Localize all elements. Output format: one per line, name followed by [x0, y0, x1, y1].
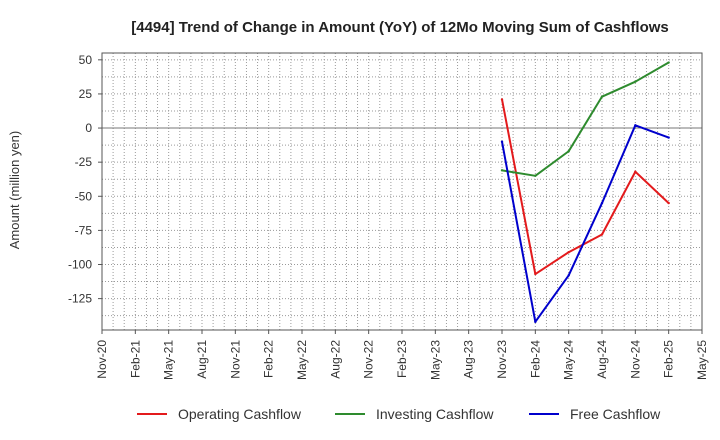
- legend-label-operating-cashflow: Operating Cashflow: [178, 406, 302, 422]
- investing-cashflow-point: [600, 95, 604, 98]
- operating-cashflow-point: [500, 98, 504, 101]
- x-tick-label: Aug-24: [595, 340, 609, 379]
- free-cashflow-point: [600, 201, 604, 205]
- x-tick-label: Aug-21: [195, 340, 209, 379]
- operating-cashflow-point: [600, 233, 604, 236]
- y-tick-label: -50: [75, 189, 93, 203]
- y-tick-label: -125: [68, 292, 92, 306]
- x-tick-label: Aug-23: [462, 340, 476, 379]
- operating-cashflow-point: [534, 272, 537, 276]
- x-tick-label: Nov-21: [228, 340, 242, 379]
- free-cashflow-point: [567, 274, 570, 277]
- investing-cashflow-point: [567, 150, 570, 153]
- x-tick-label: Feb-22: [262, 340, 276, 378]
- operating-cashflow-line: [501, 99, 670, 276]
- y-tick-label: 25: [79, 87, 93, 101]
- x-tick-label: Nov-20: [95, 340, 109, 379]
- investing-cashflow-point: [500, 169, 504, 172]
- x-tick-label: May-24: [562, 340, 576, 380]
- grid: [102, 53, 702, 330]
- chart-title: [4494] Trend of Change in Amount (YoY) o…: [131, 19, 669, 36]
- x-tick-label: May-23: [428, 340, 442, 380]
- operating-cashflow-point: [567, 251, 570, 254]
- x-tick-label: Nov-23: [495, 340, 509, 379]
- free-cashflow-point: [500, 140, 504, 143]
- operating-cashflow-point: [634, 170, 637, 173]
- investing-cashflow-point: [634, 80, 637, 83]
- y-tick-label: -25: [75, 155, 93, 169]
- x-tick-label: Feb-21: [128, 340, 142, 378]
- x-tick-label: Feb-24: [528, 340, 542, 378]
- y-tick-label: -75: [75, 223, 93, 237]
- axes: 50 25 0 -25 -50 -75 -100 -125 Nov-20 Feb-21 May-21…: [68, 52, 709, 380]
- x-tick-label: May-25: [695, 340, 709, 380]
- y-tick-label: -100: [68, 258, 92, 272]
- investing-cashflow-point: [667, 61, 670, 64]
- y-axis-title: Amount (million yen): [7, 131, 22, 250]
- legend-label-investing-cashflow: Investing Cashflow: [376, 406, 494, 422]
- legend: Operating Cashflow Investing Cashflow Free…: [137, 406, 661, 422]
- y-tick-label: 0: [85, 121, 92, 135]
- x-tick-label: May-22: [295, 340, 309, 380]
- free-cashflow-point: [634, 124, 637, 127]
- investing-cashflow-line: [501, 61, 670, 177]
- x-tick-label: May-21: [162, 340, 176, 380]
- x-tick-label: Nov-22: [362, 340, 376, 379]
- x-tick-label: Feb-23: [395, 340, 409, 378]
- series-lines: [500, 61, 670, 324]
- free-cashflow-point: [534, 320, 537, 324]
- x-tick-label: Nov-24: [628, 340, 642, 379]
- x-tick-label: Feb-25: [662, 340, 676, 378]
- y-tick-label: 50: [79, 53, 93, 67]
- free-cashflow-point: [667, 136, 670, 139]
- legend-label-free-cashflow: Free Cashflow: [570, 406, 661, 422]
- investing-cashflow-point: [534, 174, 537, 178]
- free-cashflow-line: [501, 124, 670, 323]
- x-tick-label: Aug-22: [328, 340, 342, 379]
- operating-cashflow-point: [667, 201, 670, 205]
